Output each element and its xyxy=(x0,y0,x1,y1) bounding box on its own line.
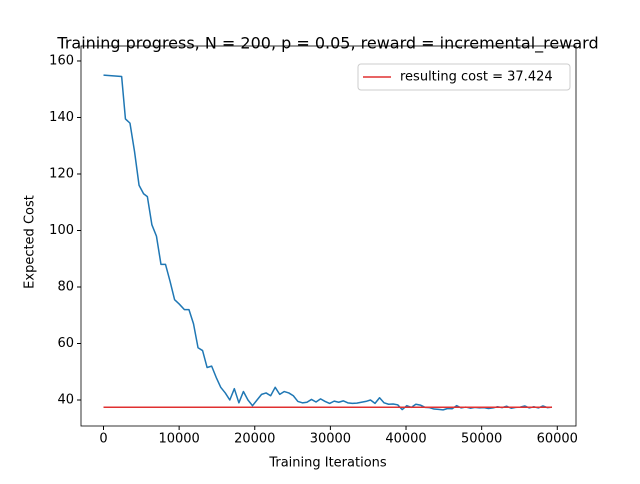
legend-label: resulting cost = 37.424 xyxy=(400,70,553,85)
y-tick-label: 60 xyxy=(57,336,74,351)
x-tick-label: 10000 xyxy=(158,432,199,447)
x-axis-label: Training Iterations xyxy=(268,456,387,471)
y-tick-label: 80 xyxy=(57,279,74,294)
y-tick-label: 40 xyxy=(57,393,74,408)
x-tick-label: 0 xyxy=(99,432,107,447)
y-tick-label: 160 xyxy=(49,53,74,68)
y-tick-label: 120 xyxy=(49,166,74,181)
y-axis-label: Expected Cost xyxy=(23,195,38,289)
chart-title: Training progress, N = 200, p = 0.05, re… xyxy=(56,34,598,54)
x-tick-label: 30000 xyxy=(310,432,351,447)
y-tick-label: 140 xyxy=(49,110,74,125)
x-tick-label: 50000 xyxy=(461,432,502,447)
axes-frame xyxy=(80,45,577,427)
x-tick-label: 40000 xyxy=(385,432,426,447)
y-tick-label: 100 xyxy=(49,223,74,238)
legend-box xyxy=(357,63,571,91)
x-tick-label: 20000 xyxy=(234,432,275,447)
x-tick-label: 60000 xyxy=(537,432,578,447)
